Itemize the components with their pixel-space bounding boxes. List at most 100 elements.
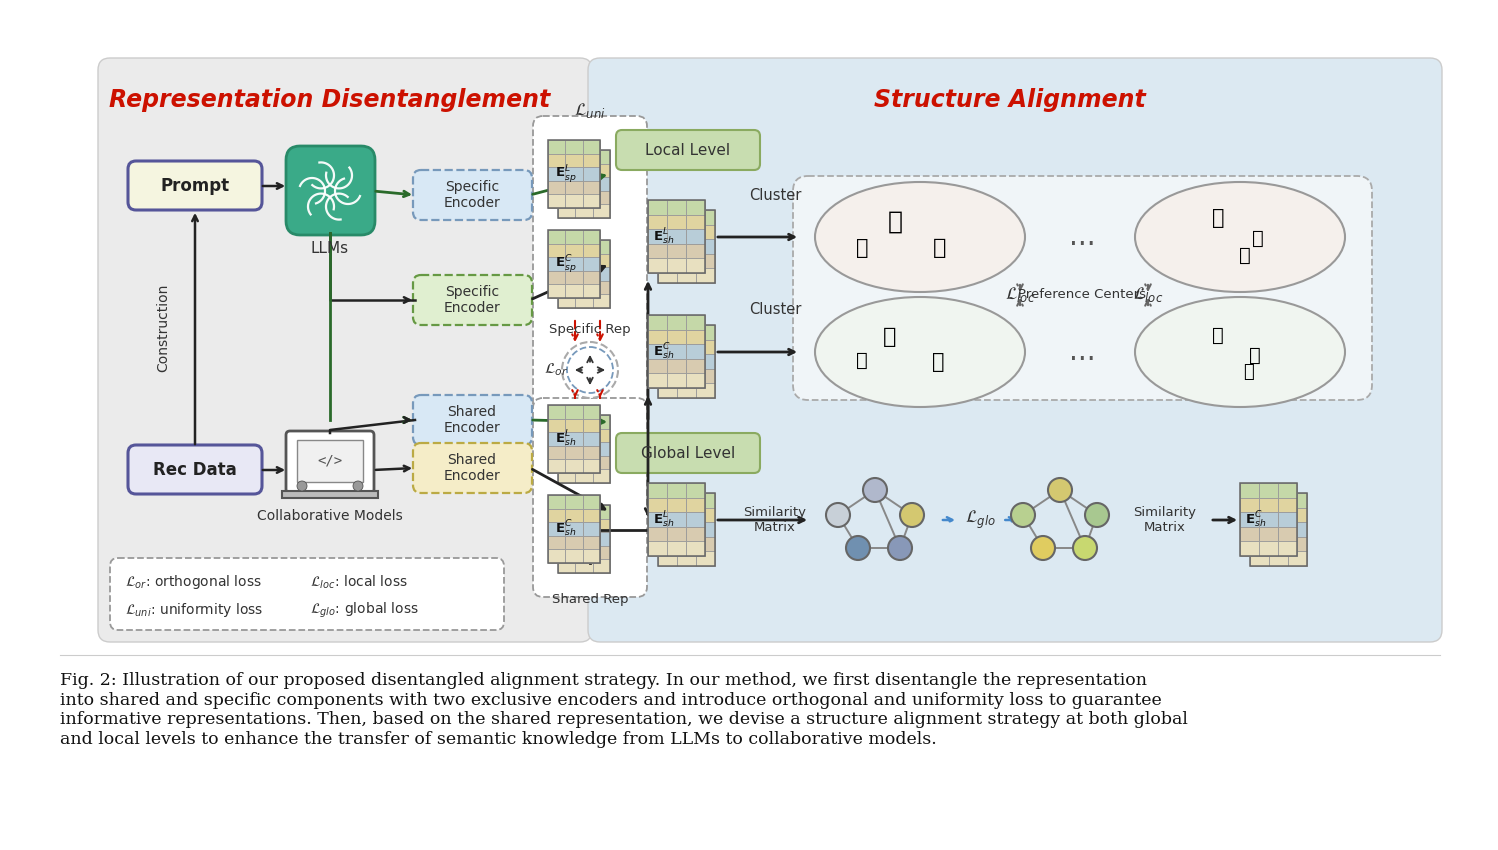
Bar — [593, 428, 610, 442]
Bar — [1269, 552, 1288, 566]
Bar — [1278, 497, 1297, 513]
Bar — [1240, 513, 1258, 527]
Bar — [557, 469, 575, 483]
Bar — [593, 456, 610, 469]
Bar — [677, 522, 697, 537]
Bar — [677, 340, 697, 354]
Bar — [697, 239, 715, 254]
Bar — [548, 244, 565, 258]
Bar — [575, 280, 593, 294]
Bar — [575, 163, 593, 177]
Bar — [583, 271, 601, 285]
Bar — [697, 340, 715, 354]
Bar — [575, 267, 593, 280]
Bar — [583, 230, 601, 244]
Bar — [1258, 497, 1278, 513]
Bar — [575, 518, 593, 532]
Bar — [593, 442, 610, 456]
Bar — [557, 280, 575, 294]
Bar — [649, 200, 706, 273]
Bar — [575, 505, 593, 518]
Bar — [686, 200, 706, 214]
Bar — [658, 354, 677, 369]
Bar — [593, 267, 610, 280]
Bar — [583, 418, 601, 432]
FancyBboxPatch shape — [286, 431, 374, 493]
Bar — [658, 239, 677, 254]
Text: 🤸: 🤸 — [1239, 246, 1251, 264]
Bar — [557, 442, 575, 456]
Bar — [548, 154, 565, 167]
Bar — [583, 508, 601, 522]
Bar — [1278, 483, 1297, 497]
Bar — [593, 163, 610, 177]
Text: $\mathcal{L}_{uni}$: $\mathcal{L}_{uni}$ — [574, 100, 605, 120]
Bar — [583, 522, 601, 536]
Bar — [649, 330, 667, 344]
Bar — [583, 432, 601, 445]
Text: $\mathcal{L}_{uni}$: uniformity loss: $\mathcal{L}_{uni}$: uniformity loss — [124, 601, 264, 619]
Bar — [1269, 537, 1288, 552]
Bar — [697, 507, 715, 522]
Bar — [1258, 513, 1278, 527]
Bar — [583, 445, 601, 459]
Bar — [557, 267, 575, 280]
Bar — [583, 495, 601, 508]
Bar — [565, 258, 583, 271]
Bar — [593, 518, 610, 532]
Text: $\mathcal{L}_{loc}$: $\mathcal{L}_{loc}$ — [1005, 286, 1035, 304]
Bar — [565, 536, 583, 549]
Bar — [548, 495, 565, 508]
Text: $\mathbf{E}_{sp}^{C}$: $\mathbf{E}_{sp}^{C}$ — [556, 253, 577, 275]
Bar — [565, 140, 583, 154]
Bar — [548, 445, 565, 459]
Bar — [575, 190, 593, 204]
Bar — [667, 497, 686, 513]
Bar — [1249, 552, 1269, 566]
Bar — [575, 415, 593, 428]
Bar — [667, 244, 686, 258]
Bar — [667, 513, 686, 527]
Bar — [677, 224, 697, 239]
Bar — [557, 240, 610, 308]
Bar — [557, 456, 575, 469]
Bar — [557, 240, 575, 253]
Bar — [697, 383, 715, 398]
Bar — [677, 493, 697, 507]
Bar — [667, 527, 686, 541]
Bar — [548, 230, 601, 298]
Text: $\mathcal{L}_{or}$: $\mathcal{L}_{or}$ — [544, 361, 568, 378]
Text: 👴: 👴 — [1212, 208, 1224, 228]
Text: $\mathbf{E}_{sh}^{C}$: $\mathbf{E}_{sh}^{C}$ — [653, 342, 674, 362]
Bar — [548, 432, 565, 445]
Bar — [667, 230, 686, 244]
Bar — [649, 315, 667, 330]
Bar — [557, 505, 575, 518]
Bar — [658, 254, 677, 269]
Text: 🔭: 🔭 — [857, 350, 867, 370]
Circle shape — [1049, 478, 1073, 502]
Bar — [686, 483, 706, 497]
Text: $\mathcal{L}_{glo}$: global loss: $\mathcal{L}_{glo}$: global loss — [310, 600, 419, 620]
Text: $\mathcal{L}_{loc}$: local loss: $\mathcal{L}_{loc}$: local loss — [310, 573, 407, 591]
Bar — [1258, 483, 1278, 497]
Bar — [548, 167, 565, 181]
FancyBboxPatch shape — [127, 161, 262, 210]
Bar — [593, 505, 610, 518]
Bar — [557, 190, 575, 204]
Text: Representation Disentanglement: Representation Disentanglement — [109, 88, 551, 112]
Text: Specific Rep: Specific Rep — [550, 324, 631, 337]
Bar — [557, 163, 575, 177]
Bar — [1278, 541, 1297, 556]
Text: Shared Rep: Shared Rep — [551, 593, 628, 607]
Bar — [1278, 513, 1297, 527]
Bar — [677, 537, 697, 552]
Bar — [686, 315, 706, 330]
Bar — [565, 285, 583, 298]
Bar — [658, 507, 677, 522]
Bar — [658, 522, 677, 537]
Bar — [1240, 541, 1258, 556]
Circle shape — [846, 536, 870, 560]
Bar — [658, 325, 715, 398]
Bar — [697, 254, 715, 269]
